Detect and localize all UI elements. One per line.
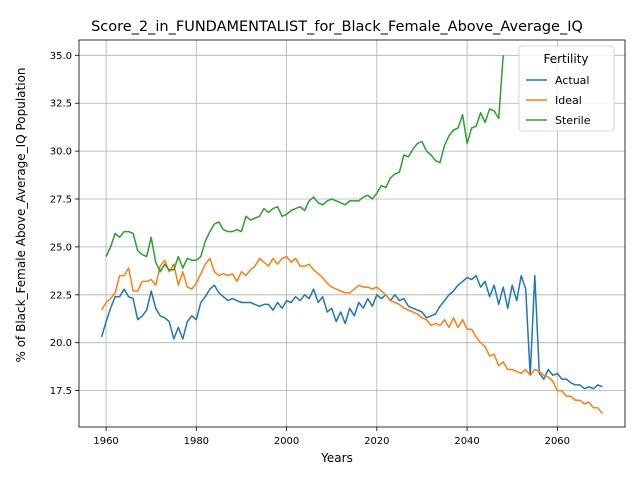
legend-label-sterile: Sterile [555,114,591,127]
x-tick-label: 2040 [454,436,479,447]
y-tick-label: 22.5 [50,290,72,301]
y-tick-label: 35.0 [50,51,72,62]
x-axis-label: Years [320,451,353,465]
x-axis-ticks: 1960 1980 2000 2020 2040 2060 [93,427,570,447]
y-axis-ticks: 17.5 20.0 22.5 25.0 27.5 30.0 32.5 35.0 [50,51,79,397]
legend-label-actual: Actual [555,74,589,87]
y-tick-label: 17.5 [50,386,72,397]
x-tick-label: 1980 [184,436,209,447]
y-tick-label: 25.0 [50,242,72,253]
y-tick-label: 20.0 [50,338,72,349]
chart-title: Score_2_in_FUNDAMENTALIST_for_Black_Fema… [91,19,583,35]
legend-label-ideal: Ideal [555,94,582,107]
y-tick-label: 32.5 [50,99,72,110]
x-tick-label: 2060 [545,436,570,447]
series-line-ideal [102,257,603,414]
x-tick-label: 2000 [274,436,299,447]
legend: Fertility Actual Ideal Sterile [519,46,614,131]
legend-title: Fertility [543,52,588,66]
series-line-sterile [106,55,503,271]
y-axis-label: % of Black_Female Above_Average_IQ Popul… [14,67,28,362]
x-tick-label: 1960 [93,436,118,447]
x-tick-label: 2020 [364,436,389,447]
y-tick-label: 27.5 [50,195,72,206]
y-tick-label: 30.0 [50,147,72,158]
